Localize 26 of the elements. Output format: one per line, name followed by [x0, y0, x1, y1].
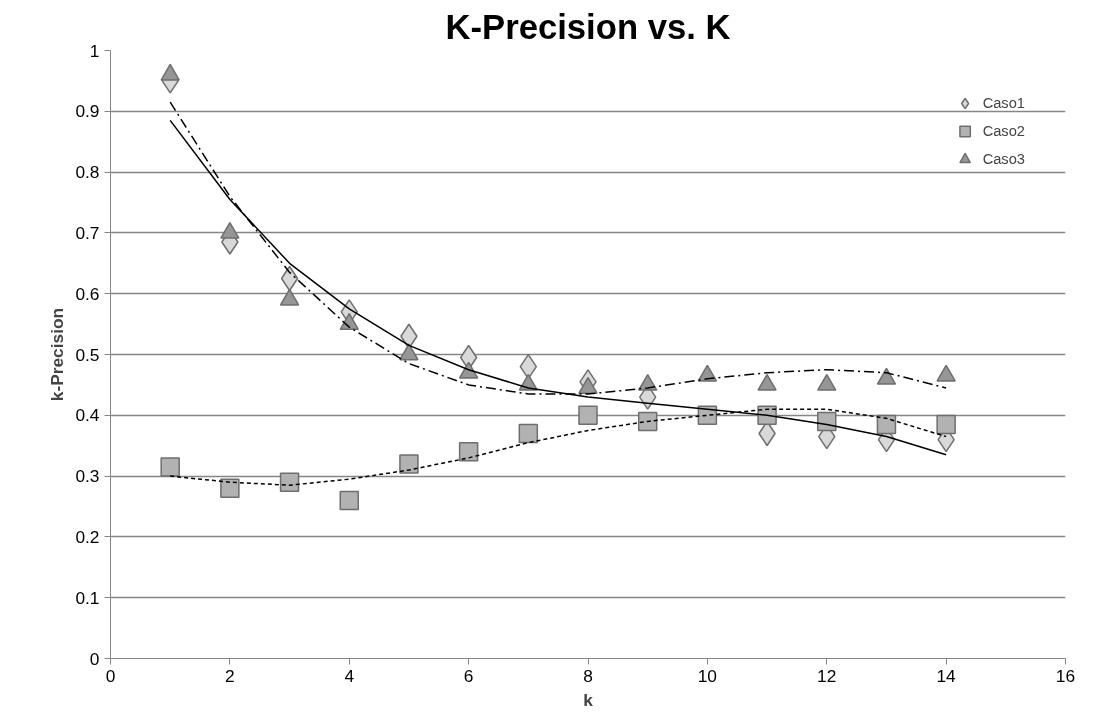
chart-title: K-Precision vs. K: [445, 7, 731, 46]
y-tick-label: 0.7: [75, 222, 100, 243]
legend-label: Caso1: [982, 95, 1025, 111]
y-tick-label: 1: [89, 40, 100, 61]
y-tick-label: 0: [89, 648, 100, 669]
x-tick-label: 4: [344, 665, 355, 686]
x-tick-label: 16: [1055, 665, 1076, 686]
legend-label: Caso3: [982, 151, 1025, 167]
y-tick-label: 0.6: [75, 283, 100, 304]
x-tick-label: 8: [583, 665, 593, 686]
x-tick-label: 12: [817, 665, 837, 686]
y-tick-label: 0.8: [75, 162, 100, 183]
y-tick-label: 0.5: [75, 344, 100, 365]
y-tick-label: 0.4: [75, 405, 100, 426]
y-tick-label: 0.3: [75, 466, 100, 487]
x-tick-label: 6: [463, 665, 474, 686]
x-tick-label: 14: [936, 665, 957, 686]
y-tick-label: 0.1: [75, 587, 100, 608]
x-tick-label: 2: [225, 665, 235, 686]
x-axis-title: k: [583, 689, 594, 710]
x-tick-label: 10: [697, 665, 718, 686]
legend-label: Caso2: [982, 123, 1025, 139]
y-tick-label: 0.9: [75, 101, 100, 122]
y-tick-label: 0.2: [75, 526, 100, 547]
x-tick-label: 0: [105, 665, 116, 686]
y-axis-title: k-Precision: [47, 307, 68, 402]
